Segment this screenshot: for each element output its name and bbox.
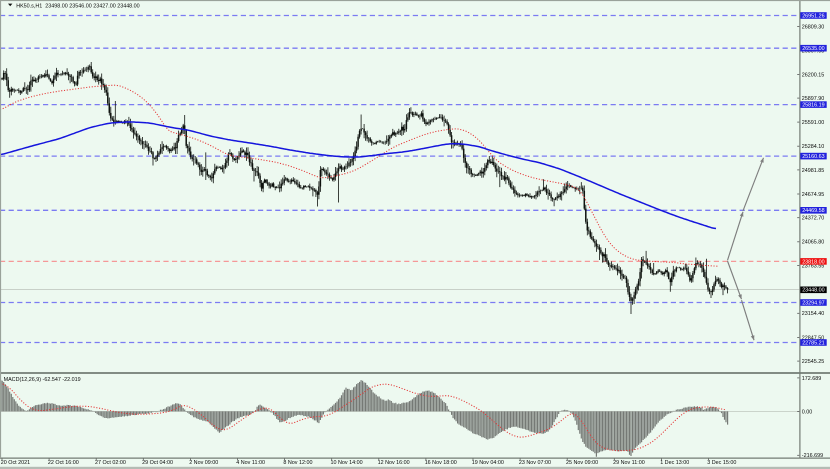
svg-text:24065.80: 24065.80: [802, 240, 824, 246]
svg-text:3 Dec 15:00: 3 Dec 15:00: [707, 460, 736, 466]
svg-text:4 Nov 11:00: 4 Nov 11:00: [236, 460, 265, 466]
svg-text:23154.40: 23154.40: [802, 311, 824, 317]
svg-text:19 Nov 04:00: 19 Nov 04:00: [472, 460, 504, 466]
svg-text:23294.97: 23294.97: [802, 300, 824, 306]
svg-text:0.00: 0.00: [802, 410, 813, 416]
svg-text:12 Nov 16:00: 12 Nov 16:00: [378, 460, 410, 466]
svg-text:25897.90: 25897.90: [802, 96, 824, 102]
svg-text:1 Dec 13:00: 1 Dec 13:00: [660, 460, 689, 466]
svg-text:16 Nov 18:00: 16 Nov 18:00: [425, 460, 457, 466]
svg-text:22785.21: 22785.21: [802, 340, 824, 346]
svg-text:-216.699: -216.699: [802, 453, 823, 459]
svg-text:23448.00: 23448.00: [802, 288, 824, 294]
svg-text:23818.00: 23818.00: [802, 259, 824, 265]
svg-text:22847.50: 22847.50: [802, 335, 824, 341]
svg-text:10 Nov 14:00: 10 Nov 14:00: [331, 460, 363, 466]
svg-text:24372.70: 24372.70: [802, 216, 824, 222]
svg-text:25816.19: 25816.19: [802, 103, 824, 109]
svg-text:26535.00: 26535.00: [802, 46, 824, 52]
svg-text:24981.85: 24981.85: [802, 168, 824, 174]
svg-text:8 Nov 12:00: 8 Nov 12:00: [283, 460, 312, 466]
svg-text:2 Nov 09:00: 2 Nov 09:00: [189, 460, 218, 466]
svg-text:26200.15: 26200.15: [802, 72, 824, 78]
svg-text:26951.26: 26951.26: [802, 13, 824, 19]
svg-text:25284.10: 25284.10: [802, 144, 824, 150]
svg-text:25160.63: 25160.63: [802, 154, 824, 160]
svg-text:24674.95: 24674.95: [802, 192, 824, 198]
svg-text:29 Oct 04:00: 29 Oct 04:00: [142, 460, 173, 466]
svg-text:23763.55: 23763.55: [802, 263, 824, 269]
svg-text:23 Nov 07:00: 23 Nov 07:00: [519, 460, 551, 466]
svg-text:172.689: 172.689: [802, 376, 822, 382]
svg-text:22545.25: 22545.25: [802, 359, 824, 365]
svg-text:24469.58: 24469.58: [802, 208, 824, 214]
svg-text:27 Oct 02:00: 27 Oct 02:00: [95, 460, 126, 466]
svg-text:20 Oct 2021: 20 Oct 2021: [1, 460, 30, 466]
svg-text:MACD(12,26,9) -62.547 -22.019: MACD(12,26,9) -62.547 -22.019: [4, 377, 81, 383]
svg-text:25 Nov 09:00: 25 Nov 09:00: [566, 460, 598, 466]
svg-text:25591.00: 25591.00: [802, 120, 824, 126]
svg-text:26809.30: 26809.30: [802, 25, 824, 31]
svg-text:HK50.s,H1 23498.00 23546.00 2: HK50.s,H1 23498.00 23546.00 23427.00 234…: [16, 3, 140, 9]
svg-text:29 Nov 11:00: 29 Nov 11:00: [613, 460, 645, 466]
svg-text:22 Oct 16:00: 22 Oct 16:00: [48, 460, 79, 466]
